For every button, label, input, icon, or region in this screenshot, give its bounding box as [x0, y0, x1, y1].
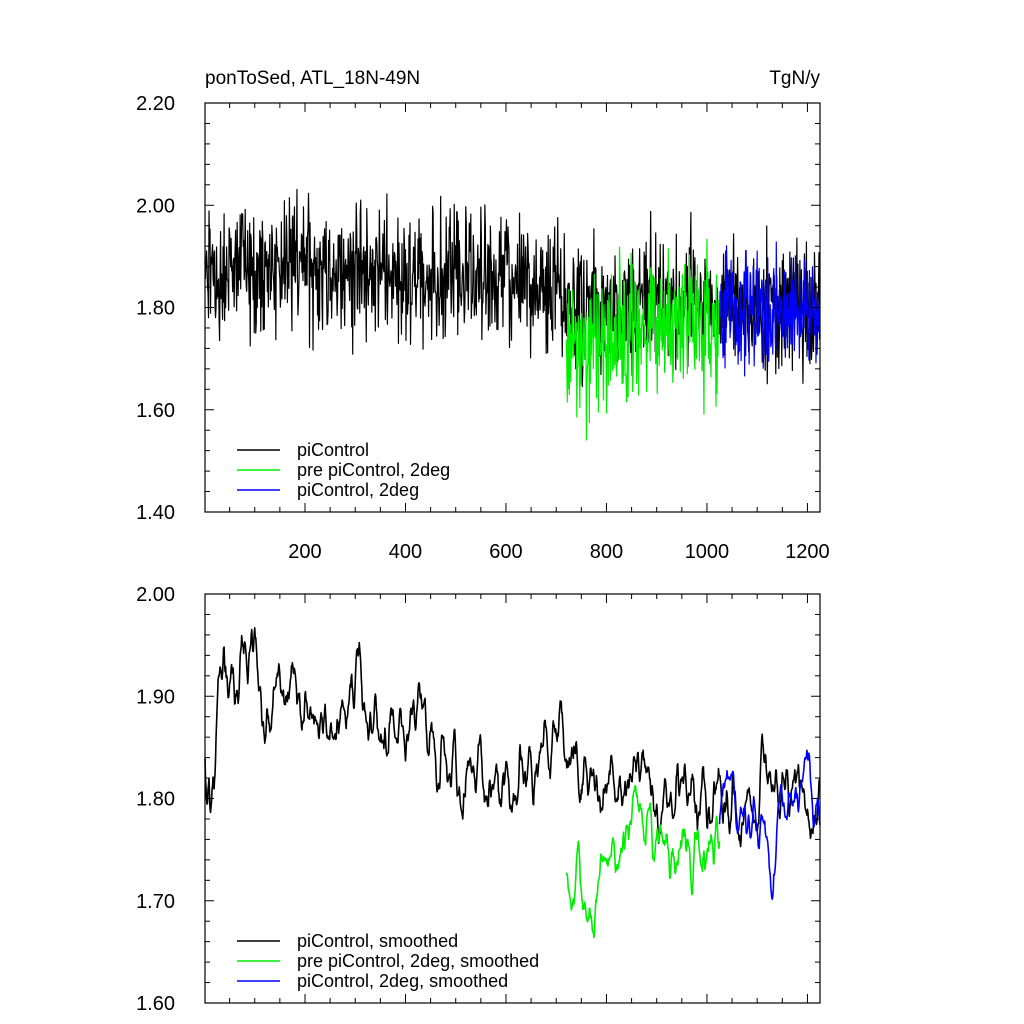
legend-label: piControl, 2deg — [297, 480, 419, 500]
x-tick-label: 1200 — [785, 541, 830, 563]
chart-title: ponToSed, ATL_18N-49N — [205, 68, 420, 89]
legend-label: piControl, 2deg, smoothed — [297, 971, 508, 991]
series-line-picontrol-2deg — [718, 241, 821, 377]
chart-units: TgN/y — [769, 68, 820, 89]
y-tick-label: 1.80 — [136, 298, 175, 320]
y-tick-label: 1.90 — [136, 686, 175, 708]
x-tick-label: 400 — [389, 541, 422, 563]
series-line-picontrol-smoothed — [204, 627, 821, 848]
top-panel: 200 400 600 800 1000 1200 1.40 1.60 1.80 2.00 2.20… — [136, 68, 830, 563]
legend-label: piControl — [297, 440, 369, 460]
x-tick-label: 800 — [590, 541, 623, 563]
series-line-picontrol-2deg-smoothed — [718, 749, 821, 901]
series-line-pre-picontrol-2deg — [565, 238, 721, 441]
x-tick-label: 1000 — [685, 541, 730, 563]
y-tick-label: 2.20 — [136, 93, 175, 115]
y-tick-label: 1.60 — [136, 400, 175, 422]
series-line-pre-picontrol-2deg-smoothed — [565, 784, 721, 939]
legend-label: piControl, smoothed — [297, 931, 458, 951]
y-tick-label: 2.00 — [136, 584, 175, 606]
legend-label: pre piControl, 2deg, smoothed — [297, 951, 539, 971]
y-tick-label: 1.70 — [136, 891, 175, 913]
series-line-picontrol — [204, 188, 821, 388]
y-tick-label: 1.80 — [136, 789, 175, 811]
y-tick-label: 1.40 — [136, 502, 175, 524]
legend-label: pre piControl, 2deg — [297, 460, 450, 480]
y-tick-label: 1.60 — [136, 993, 175, 1015]
y-tick-label: 2.00 — [136, 195, 175, 217]
x-tick-label: 600 — [489, 541, 522, 563]
x-tick-label: 200 — [288, 541, 321, 563]
